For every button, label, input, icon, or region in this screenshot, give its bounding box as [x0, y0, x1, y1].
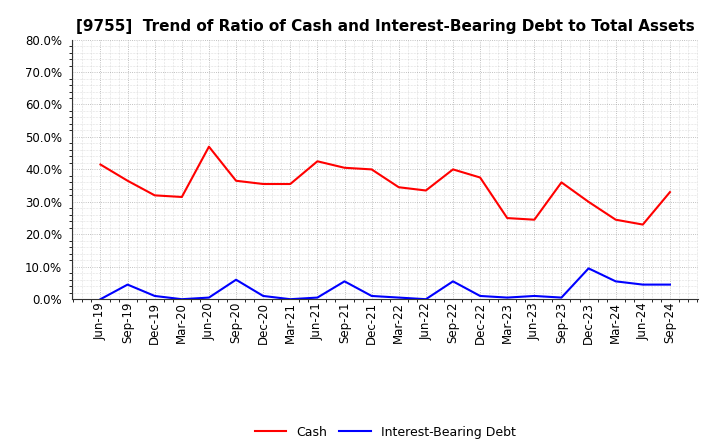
Title: [9755]  Trend of Ratio of Cash and Interest-Bearing Debt to Total Assets: [9755] Trend of Ratio of Cash and Intere… — [76, 19, 695, 34]
Interest-Bearing Debt — [150, 293, 159, 299]
Cash — [259, 181, 268, 187]
Interest-Bearing Debt — [557, 295, 566, 300]
Interest-Bearing Debt — [584, 266, 593, 271]
Interest-Bearing Debt — [503, 295, 511, 300]
Cash — [449, 167, 457, 172]
Cash — [232, 178, 240, 183]
Cash — [530, 217, 539, 222]
Interest-Bearing Debt — [313, 295, 322, 300]
Interest-Bearing Debt — [395, 295, 403, 300]
Cash — [123, 178, 132, 183]
Interest-Bearing Debt — [232, 277, 240, 282]
Interest-Bearing Debt — [449, 279, 457, 284]
Interest-Bearing Debt — [665, 282, 674, 287]
Interest-Bearing Debt — [341, 279, 349, 284]
Interest-Bearing Debt — [286, 297, 294, 302]
Interest-Bearing Debt — [204, 295, 213, 300]
Interest-Bearing Debt — [178, 297, 186, 302]
Cash — [178, 194, 186, 200]
Cash — [367, 167, 376, 172]
Legend: Cash, Interest-Bearing Debt: Cash, Interest-Bearing Debt — [250, 421, 521, 440]
Line: Cash: Cash — [101, 147, 670, 224]
Cash — [503, 216, 511, 221]
Cash — [421, 188, 430, 193]
Cash — [286, 181, 294, 187]
Cash — [476, 175, 485, 180]
Cash — [341, 165, 349, 170]
Cash — [584, 199, 593, 205]
Cash — [611, 217, 620, 222]
Interest-Bearing Debt — [123, 282, 132, 287]
Interest-Bearing Debt — [96, 297, 105, 302]
Cash — [557, 180, 566, 185]
Interest-Bearing Debt — [530, 293, 539, 299]
Cash — [96, 162, 105, 167]
Interest-Bearing Debt — [639, 282, 647, 287]
Cash — [639, 222, 647, 227]
Line: Interest-Bearing Debt: Interest-Bearing Debt — [101, 268, 670, 299]
Cash — [665, 190, 674, 195]
Interest-Bearing Debt — [476, 293, 485, 299]
Cash — [150, 193, 159, 198]
Interest-Bearing Debt — [421, 297, 430, 302]
Cash — [204, 144, 213, 149]
Cash — [395, 185, 403, 190]
Interest-Bearing Debt — [367, 293, 376, 299]
Interest-Bearing Debt — [259, 293, 268, 299]
Cash — [313, 159, 322, 164]
Interest-Bearing Debt — [611, 279, 620, 284]
